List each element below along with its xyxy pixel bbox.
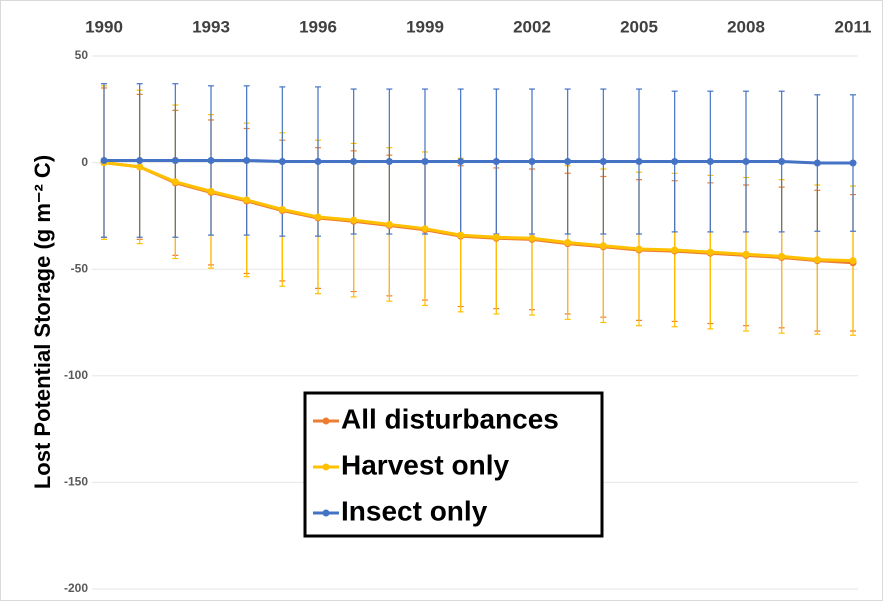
point xyxy=(813,159,821,167)
point xyxy=(207,187,215,195)
point xyxy=(528,158,536,166)
point xyxy=(849,257,857,265)
legend-marker xyxy=(322,417,330,425)
legend-label: All disturbances xyxy=(341,403,559,434)
point xyxy=(706,158,714,166)
point xyxy=(599,158,607,166)
point xyxy=(564,239,572,247)
y-tick-label: -50 xyxy=(71,261,89,275)
point xyxy=(278,206,286,214)
x-tick-label: 1996 xyxy=(299,17,337,36)
point xyxy=(278,158,286,166)
point xyxy=(492,158,500,166)
point xyxy=(778,158,786,166)
point xyxy=(671,158,679,166)
point xyxy=(171,156,179,164)
y-tick-label: 50 xyxy=(75,48,89,62)
point xyxy=(385,220,393,228)
legend-label: Harvest only xyxy=(341,449,509,480)
point xyxy=(742,250,750,258)
point xyxy=(635,245,643,253)
point xyxy=(457,231,465,239)
point xyxy=(314,158,322,166)
point xyxy=(492,233,500,241)
y-tick-label: -200 xyxy=(64,581,88,595)
x-tick-label: 2008 xyxy=(727,17,765,36)
point xyxy=(706,248,714,256)
point xyxy=(778,252,786,260)
point xyxy=(813,256,821,264)
x-tick-label: 2005 xyxy=(620,17,658,36)
x-tick-label: 2011 xyxy=(835,17,872,36)
point xyxy=(421,158,429,166)
legend-marker xyxy=(322,463,330,471)
point xyxy=(635,158,643,166)
point xyxy=(742,158,750,166)
point xyxy=(350,158,358,166)
y-tick-label: -100 xyxy=(64,368,88,382)
point xyxy=(385,158,393,166)
point xyxy=(421,225,429,233)
point xyxy=(350,216,358,224)
point xyxy=(528,234,536,242)
point xyxy=(671,246,679,254)
x-tick-label: 2002 xyxy=(513,17,551,36)
series-line xyxy=(104,158,853,165)
x-tick-label: 1999 xyxy=(406,17,444,36)
point xyxy=(243,156,251,164)
y-tick-label: -150 xyxy=(64,475,88,489)
x-tick-label: 1993 xyxy=(192,17,230,36)
point xyxy=(599,242,607,250)
legend-label: Insect only xyxy=(341,495,488,526)
point xyxy=(243,196,251,204)
y-tick-label: 0 xyxy=(81,155,88,169)
point xyxy=(100,156,108,164)
point xyxy=(457,158,465,166)
point xyxy=(136,156,144,164)
point xyxy=(171,178,179,186)
point xyxy=(136,163,144,171)
series-line xyxy=(103,161,854,263)
legend-box xyxy=(303,391,604,538)
point xyxy=(314,213,322,221)
x-tick-label: 1990 xyxy=(85,17,123,36)
point xyxy=(207,156,215,164)
y-axis-label: Lost Potential Storage (g m⁻² C) xyxy=(30,155,55,489)
point xyxy=(564,158,572,166)
legend-marker xyxy=(322,509,330,517)
point xyxy=(849,159,857,167)
